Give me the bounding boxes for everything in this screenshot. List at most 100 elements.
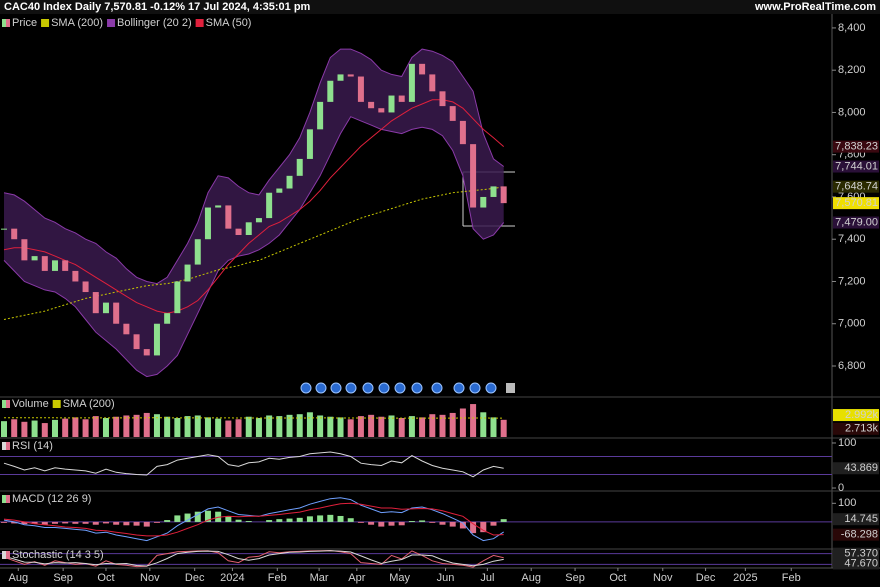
indicator-line	[3, 451, 504, 478]
value-tag-bg	[833, 216, 879, 229]
macd-histogram-bar	[41, 521, 48, 525]
bollinger-band	[4, 49, 504, 377]
legend-swatch	[6, 495, 10, 503]
macd-histogram-bar	[153, 521, 160, 523]
candle	[82, 281, 89, 293]
candle	[153, 323, 160, 356]
macd-histogram-bar	[296, 517, 303, 522]
x-tick-label: Dec	[185, 572, 205, 584]
volume-bar	[439, 414, 446, 437]
macd-histogram-bar	[317, 515, 324, 522]
event-icon	[315, 382, 327, 394]
candle	[164, 313, 171, 324]
y-tick-label: 7,200	[838, 275, 866, 287]
value-tag: 7,570.81	[835, 197, 878, 209]
volume-bar	[11, 419, 18, 437]
y-tick-label: 100	[838, 497, 856, 509]
header-bar	[0, 0, 880, 14]
value-tag-bg	[833, 462, 879, 475]
value-tag: 2.992k	[845, 409, 879, 421]
y-tick-label: 7,400	[838, 233, 866, 245]
candle	[123, 323, 130, 335]
value-tag: 43.869	[844, 462, 878, 474]
legend-swatch	[6, 19, 10, 27]
legend-swatch	[52, 400, 61, 408]
volume-bar	[235, 419, 242, 437]
candle	[368, 101, 375, 109]
macd-histogram-bar	[306, 516, 313, 522]
value-tag-bg	[833, 160, 879, 173]
candle	[225, 205, 232, 229]
event-icon	[378, 382, 390, 394]
event-icon	[330, 382, 342, 394]
x-tick-label: Sep	[53, 572, 73, 584]
candle	[21, 239, 28, 261]
event-icon	[362, 382, 374, 394]
y-tick-label: 8,200	[838, 64, 866, 76]
candle	[286, 175, 293, 189]
volume-bar	[337, 417, 344, 437]
macd-histogram-bar	[327, 514, 334, 522]
volume-bar	[419, 417, 426, 437]
value-tag-bg	[833, 409, 879, 422]
value-tag-bg	[833, 547, 879, 560]
candle	[337, 74, 344, 81]
candle	[429, 74, 436, 92]
macd-histogram-bar	[439, 521, 446, 525]
value-tag: 7,479.00	[835, 216, 878, 228]
legend-swatch	[6, 400, 10, 408]
volume-bar	[449, 412, 456, 437]
volume-bar	[368, 414, 375, 437]
candle	[388, 95, 395, 113]
candle	[500, 186, 507, 204]
candle	[398, 95, 405, 102]
volume-bar	[245, 416, 252, 437]
candle	[296, 158, 303, 176]
volume-bar	[21, 421, 28, 437]
volume-bar	[500, 419, 507, 437]
candle	[480, 196, 487, 208]
macd-histogram-bar	[490, 521, 497, 526]
event-icon	[411, 382, 423, 394]
legend-label: SMA (50)	[206, 17, 252, 29]
candle	[306, 129, 313, 159]
info-icon	[506, 383, 515, 393]
y-tick-label: 7,000	[838, 318, 866, 330]
macd-histogram-bar	[429, 521, 436, 523]
bollinger-lower	[3, 116, 505, 378]
volume-bar	[102, 418, 109, 437]
legend-label: Price	[12, 17, 37, 29]
macd-histogram-bar	[143, 521, 150, 527]
macd-histogram-bar	[184, 513, 191, 522]
value-tag-bg	[833, 197, 879, 210]
volume-bar	[123, 415, 130, 437]
macd-histogram-bar	[123, 521, 130, 526]
candle	[11, 228, 18, 240]
volume-bar	[113, 416, 120, 437]
macd-histogram-bar	[82, 521, 89, 524]
candle	[133, 334, 140, 350]
volume-bar	[378, 416, 385, 437]
legend-swatch	[195, 19, 204, 27]
x-tick-label: Jun	[437, 572, 455, 584]
macd-histogram-bar	[347, 518, 354, 522]
volume-bar	[62, 418, 69, 437]
macd-histogram-bar	[470, 521, 477, 534]
legend-label: RSI (14)	[12, 440, 53, 452]
candle	[347, 74, 354, 77]
value-tag: 7,838.23	[835, 141, 878, 153]
legend-swatch	[41, 19, 50, 27]
legend-swatch	[6, 551, 10, 559]
candle	[174, 281, 181, 314]
candle	[357, 76, 364, 102]
macd-histogram-bar	[1, 521, 7, 523]
candle	[92, 292, 99, 314]
event-icon	[300, 382, 312, 394]
candle	[439, 91, 446, 107]
candle	[204, 207, 211, 240]
volume-bar	[266, 415, 273, 437]
value-tag: 57.370	[844, 548, 878, 560]
legend-swatch	[6, 442, 10, 450]
